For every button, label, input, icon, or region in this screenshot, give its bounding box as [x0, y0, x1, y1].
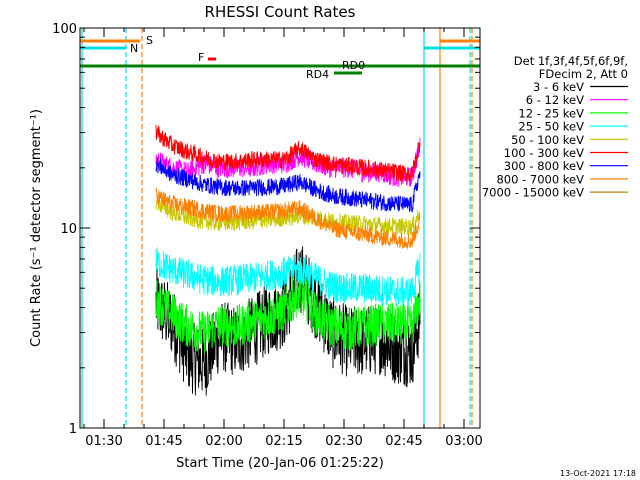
legend: Det 1f,3f,4f,5f,6f,9f, FDecim 2, Att 0 3… — [482, 54, 628, 200]
legend-label-7: 300 - 800 keV — [504, 159, 584, 173]
x-axis: 01:30 01:45 02:00 02:15 02:30 02:45 03:00 — [83, 28, 483, 449]
x-tick-label: 02:30 — [325, 434, 362, 449]
y-axis-label: Count Rate (s⁻¹ detector segment⁻¹) — [29, 109, 44, 347]
legend-label-5: 50 - 100 keV — [511, 133, 584, 147]
legend-header-line-2: FDecim 2, Att 0 — [539, 67, 628, 81]
series-line-6 — [155, 124, 421, 182]
plot-frame — [79, 27, 481, 429]
x-tick-label: 02:15 — [265, 434, 302, 449]
x-tick-label: 01:45 — [145, 434, 182, 449]
series-line-5 — [155, 196, 421, 236]
x-tick-label: 02:45 — [385, 434, 422, 449]
generation-timestamp: 13-Oct-2021 17:18 — [560, 469, 636, 478]
y-tick-label: 100 — [52, 22, 77, 37]
x-tick-label: 01:30 — [85, 434, 122, 449]
annotation-rd0: RD0 — [342, 59, 365, 72]
series-line-4 — [155, 247, 421, 307]
annotation-rd4: RD4 — [306, 68, 329, 81]
y-tick-label: 1 — [69, 422, 77, 437]
y-axis: 1 10 100 — [52, 22, 480, 437]
annotation-n: N — [130, 42, 138, 55]
series-line-3 — [155, 271, 421, 354]
legend-label-9: 7000 - 15000 keV — [482, 186, 584, 200]
series-line-2 — [155, 137, 421, 188]
legend-label-4: 25 - 50 keV — [518, 120, 584, 134]
legend-header-line-1: Det 1f,3f,4f,5f,6f,9f, — [514, 54, 628, 68]
y-tick-label: 10 — [60, 222, 77, 237]
annotation-f: F — [198, 51, 204, 64]
legend-label-8: 800 - 7000 keV — [496, 172, 584, 186]
x-axis-label: Start Time (20-Jan-06 01:25:22) — [176, 456, 384, 471]
legend-label-2: 6 - 12 keV — [526, 93, 584, 107]
legend-label-1: 3 - 6 keV — [533, 80, 584, 94]
legend-label-6: 100 - 300 keV — [504, 146, 584, 160]
x-tick-label: 02:00 — [205, 434, 242, 449]
series-line-8 — [155, 187, 421, 249]
series-line-7 — [155, 156, 421, 213]
plot-series — [155, 124, 421, 396]
plot-annotations: SN F RD0 RD4 — [80, 34, 480, 81]
annotation-s: S — [146, 34, 153, 47]
chart-title: RHESSI Count Rates — [205, 3, 356, 21]
legend-label-3: 12 - 25 keV — [518, 106, 584, 120]
x-tick-label: 03:00 — [445, 434, 482, 449]
